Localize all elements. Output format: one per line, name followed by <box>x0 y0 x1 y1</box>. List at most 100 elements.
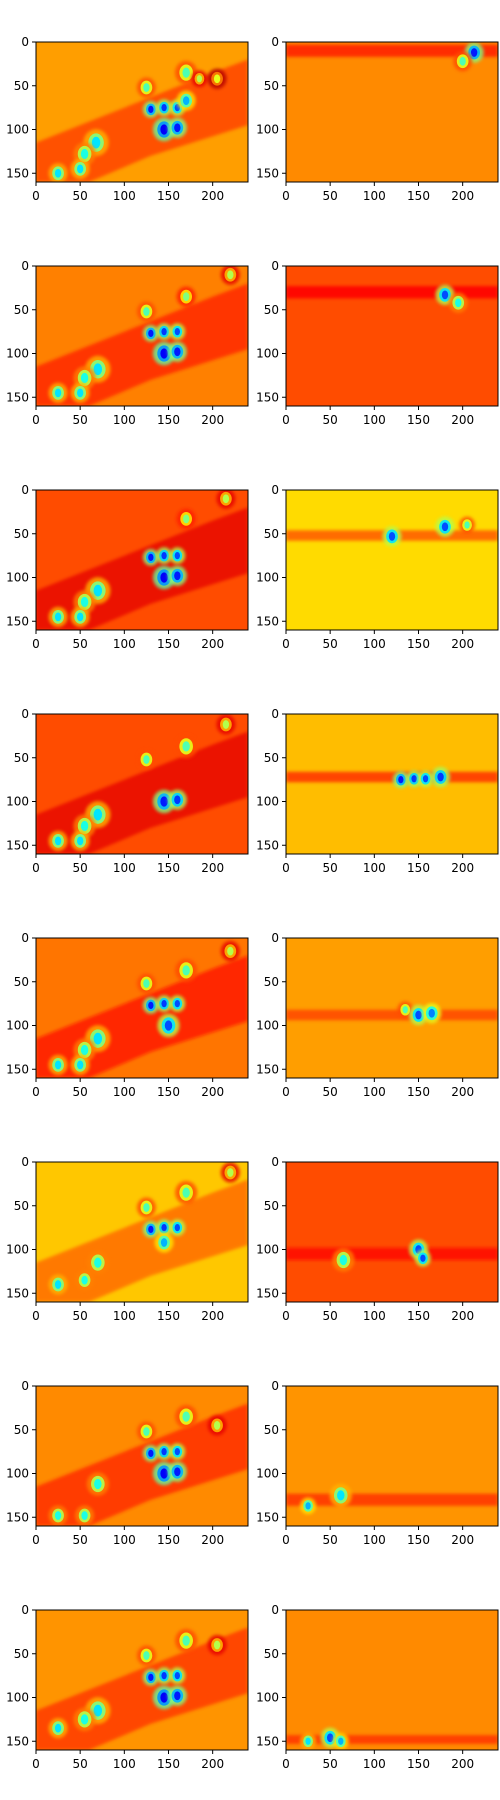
x-tick-label: 50 <box>323 1309 338 1323</box>
heatmap-blob-core <box>161 1671 167 1680</box>
heatmap-blob-core <box>339 1254 348 1266</box>
heatmap-blob-core <box>94 1257 102 1268</box>
heatmap-blob-core <box>161 1447 167 1456</box>
heatmap-region <box>36 1403 248 1526</box>
x-tick-label: 200 <box>201 1757 224 1771</box>
x-tick-label: 100 <box>113 861 136 875</box>
heatmap-blob-core <box>148 1449 154 1458</box>
x-tick-label: 50 <box>323 1085 338 1099</box>
y-tick-label: 100 <box>6 123 29 137</box>
y-tick-label: 50 <box>14 1423 29 1437</box>
axes-frame <box>285 937 499 1079</box>
x-tick-label: 50 <box>323 861 338 875</box>
x-tick-label: 0 <box>282 1757 290 1771</box>
heatmap-blob-core <box>80 596 89 608</box>
y-tick-label: 50 <box>264 751 279 765</box>
x-tick-label: 150 <box>407 189 430 203</box>
y-tick-label: 0 <box>271 35 279 49</box>
heatmap-blob-core <box>76 836 84 846</box>
y-tick-label: 50 <box>14 303 29 317</box>
heatmap-blob-core <box>80 372 89 384</box>
heatmap-blob-core <box>93 1704 103 1717</box>
x-tick-label: 100 <box>363 861 386 875</box>
x-tick-label: 50 <box>323 1757 338 1771</box>
heatmap-blob-core <box>76 388 84 398</box>
heatmap-blob-core <box>160 124 168 135</box>
heatmap-blob-core <box>337 1490 345 1501</box>
axes-frame <box>285 1385 499 1527</box>
x-tick-label: 150 <box>157 189 180 203</box>
x-tick-label: 50 <box>323 413 338 427</box>
y-tick-label: 50 <box>264 1423 279 1437</box>
y-tick-label: 150 <box>6 1510 29 1524</box>
heatmap-blob-core <box>91 136 101 149</box>
x-tick-label: 0 <box>32 189 40 203</box>
y-tick-label: 50 <box>14 1199 29 1213</box>
heatmap-blob-core <box>174 1467 181 1477</box>
x-tick-label: 200 <box>451 1757 474 1771</box>
y-tick-label: 150 <box>256 1510 279 1524</box>
x-tick-label: 0 <box>282 1309 290 1323</box>
x-tick-label: 100 <box>363 637 386 651</box>
heatmap-blob-core <box>305 1737 311 1745</box>
x-tick-label: 100 <box>363 1309 386 1323</box>
heatmap-blob-core <box>148 1225 154 1234</box>
heatmap-blob-core <box>54 388 62 398</box>
x-tick-label: 100 <box>113 1533 136 1547</box>
x-tick-label: 50 <box>73 1757 88 1771</box>
x-tick-label: 100 <box>113 189 136 203</box>
y-tick-label: 150 <box>6 1734 29 1748</box>
y-tick-label: 100 <box>6 795 29 809</box>
heatmap-panel-r1-c0: 0 50 100 150 200 0 50 100 150 <box>6 259 249 427</box>
heatmap-blob-core <box>160 796 168 807</box>
x-tick-label: 150 <box>407 637 430 651</box>
heatmap-band <box>286 1247 498 1260</box>
y-tick-label: 0 <box>271 931 279 945</box>
heatmap-blob-core <box>164 1020 173 1031</box>
heatmap-panel-r7-c0: 0 50 100 150 200 0 50 100 150 <box>6 1603 249 1771</box>
x-tick-label: 50 <box>323 637 338 651</box>
x-tick-label: 150 <box>157 861 180 875</box>
heatmap-panel-r6-c1: 0 50 100 150 200 0 50 100 150 <box>256 1379 499 1547</box>
y-tick-label: 50 <box>264 303 279 317</box>
heatmap-blob-core <box>80 1044 89 1056</box>
x-tick-label: 150 <box>157 637 180 651</box>
heatmap-blob-core <box>227 1168 234 1177</box>
y-tick-label: 100 <box>6 1467 29 1481</box>
heatmap-blob-core <box>455 298 462 308</box>
axes-frame <box>285 1609 499 1751</box>
x-tick-label: 50 <box>73 1533 88 1547</box>
heatmap-blob-core <box>338 1737 344 1745</box>
x-tick-label: 200 <box>201 1533 224 1547</box>
y-tick-label: 100 <box>256 1467 279 1481</box>
heatmap-blob-core <box>54 168 62 178</box>
heatmap-panel-r0-c0: 0 50 100 150 200 0 50 100 150 <box>6 35 249 203</box>
x-tick-label: 50 <box>73 1309 88 1323</box>
heatmap-blob-core <box>227 270 234 280</box>
y-tick-label: 0 <box>21 1603 29 1617</box>
heatmap-blob-core <box>161 1223 167 1232</box>
y-tick-label: 0 <box>21 1155 29 1169</box>
x-tick-label: 200 <box>451 637 474 651</box>
heatmap-blob-core <box>161 551 167 560</box>
heatmap-blob-core <box>182 1187 190 1198</box>
axes-frame <box>35 1385 249 1527</box>
x-tick-label: 100 <box>363 413 386 427</box>
y-tick-label: 150 <box>256 390 279 404</box>
heatmap-blob-core <box>388 531 396 541</box>
heatmap-blob-core <box>143 755 150 764</box>
heatmap-blob-core <box>54 612 62 622</box>
x-tick-label: 200 <box>451 1309 474 1323</box>
y-tick-label: 0 <box>21 707 29 721</box>
heatmap-blob-core <box>174 795 181 805</box>
heatmap-blob-core <box>143 1203 150 1212</box>
y-tick-label: 0 <box>271 1379 279 1393</box>
x-tick-label: 50 <box>73 413 88 427</box>
y-tick-label: 50 <box>14 1647 29 1661</box>
y-tick-label: 50 <box>14 527 29 541</box>
y-tick-label: 100 <box>6 347 29 361</box>
heatmap-band <box>286 286 498 299</box>
y-tick-label: 150 <box>256 1062 279 1076</box>
heatmap-blob-core <box>441 290 449 300</box>
